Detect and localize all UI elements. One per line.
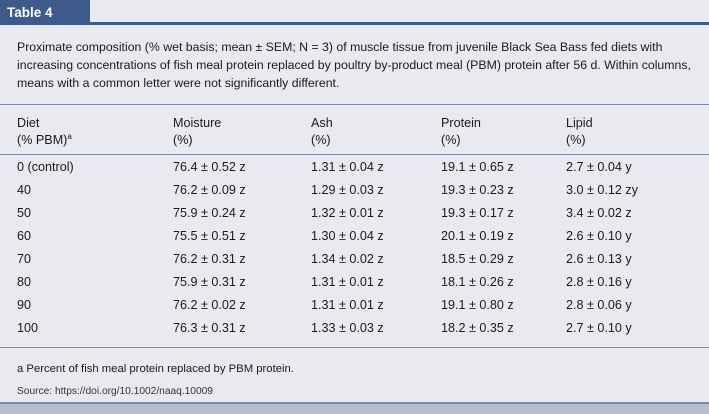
column-header-line2: (%) — [173, 133, 193, 147]
table-footnote: a Percent of fish meal protein replaced … — [17, 363, 294, 375]
column-header-line1: Lipid — [566, 116, 593, 130]
cell-moisture: 76.3 ± 0.31 z — [173, 321, 246, 335]
cell-diet: 60 — [17, 229, 32, 243]
cell-lipid: 2.8 ± 0.16 y — [566, 275, 632, 289]
cell-protein: 20.1 ± 0.19 z — [441, 229, 514, 243]
cell-diet: 80 — [17, 275, 32, 289]
cell-protein: 19.1 ± 0.80 z — [441, 298, 514, 312]
bottom-rule — [0, 402, 709, 404]
cell-lipid: 2.7 ± 0.04 y — [566, 160, 632, 174]
table-tab-header: Table 4 — [0, 0, 709, 25]
column-header-line1: Ash — [311, 116, 333, 130]
column-header-line1: Moisture — [173, 116, 222, 130]
top-rule — [0, 104, 709, 105]
table-number-label: Table 4 — [0, 0, 90, 25]
cell-protein: 19.3 ± 0.23 z — [441, 183, 514, 197]
cell-ash: 1.30 ± 0.04 z — [311, 229, 384, 243]
cell-protein: 18.1 ± 0.26 z — [441, 275, 514, 289]
column-header-line1: Diet — [17, 116, 40, 130]
cell-diet: 70 — [17, 252, 32, 266]
cell-moisture: 75.9 ± 0.31 z — [173, 275, 246, 289]
cell-ash: 1.31 ± 0.04 z — [311, 160, 384, 174]
column-header-line2-text: (% PBM) — [17, 133, 68, 147]
cell-moisture: 76.2 ± 0.31 z — [173, 252, 246, 266]
cell-lipid: 2.6 ± 0.13 y — [566, 252, 632, 266]
cell-lipid: 3.0 ± 0.12 zy — [566, 183, 639, 197]
cell-ash: 1.31 ± 0.01 z — [311, 298, 384, 312]
column-header-line2: (% PBM)a — [17, 132, 72, 149]
table-caption: Proximate composition (% wet basis; mean… — [17, 40, 691, 90]
cell-ash: 1.29 ± 0.03 z — [311, 183, 384, 197]
body-bottom-rule — [0, 347, 709, 348]
cell-protein: 18.2 ± 0.35 z — [441, 321, 514, 335]
cell-ash: 1.34 ± 0.02 z — [311, 252, 384, 266]
column-header-line2: (%) — [566, 133, 586, 147]
column-header-lipid: Lipid (%) — [566, 115, 593, 149]
cell-diet: 50 — [17, 206, 32, 220]
header-accent-line — [90, 22, 709, 25]
column-header-ash: Ash (%) — [311, 115, 333, 149]
cell-lipid: 3.4 ± 0.02 z — [566, 206, 632, 220]
cell-moisture: 76.2 ± 0.09 z — [173, 183, 246, 197]
cell-diet: 100 — [17, 321, 39, 335]
cell-protein: 19.1 ± 0.65 z — [441, 160, 514, 174]
cell-protein: 18.5 ± 0.29 z — [441, 252, 514, 266]
source-citation: Source: https://doi.org/10.1002/naaq.100… — [17, 386, 213, 397]
column-header-line1: Protein — [441, 116, 481, 130]
column-header-diet: Diet (% PBM)a — [17, 115, 72, 149]
cell-ash: 1.32 ± 0.01 z — [311, 206, 384, 220]
bottom-band — [0, 404, 709, 414]
column-header-moisture: Moisture (%) — [173, 115, 221, 149]
cell-lipid: 2.7 ± 0.10 y — [566, 321, 632, 335]
cell-moisture: 75.5 ± 0.51 z — [173, 229, 246, 243]
column-header-line2: (%) — [441, 133, 461, 147]
cell-diet: 0 (control) — [17, 160, 74, 174]
cell-diet: 90 — [17, 298, 32, 312]
cell-moisture: 76.2 ± 0.02 z — [173, 298, 246, 312]
column-header-protein: Protein (%) — [441, 115, 481, 149]
cell-protein: 19.3 ± 0.17 z — [441, 206, 514, 220]
cell-ash: 1.31 ± 0.01 z — [311, 275, 384, 289]
cell-moisture: 75.9 ± 0.24 z — [173, 206, 246, 220]
cell-lipid: 2.6 ± 0.10 y — [566, 229, 632, 243]
footnote-marker: a — [67, 131, 72, 141]
column-header-line2: (%) — [311, 133, 331, 147]
cell-ash: 1.33 ± 0.03 z — [311, 321, 384, 335]
cell-lipid: 2.8 ± 0.06 y — [566, 298, 632, 312]
header-rule — [0, 154, 709, 155]
cell-moisture: 76.4 ± 0.52 z — [173, 160, 246, 174]
cell-diet: 40 — [17, 183, 32, 197]
